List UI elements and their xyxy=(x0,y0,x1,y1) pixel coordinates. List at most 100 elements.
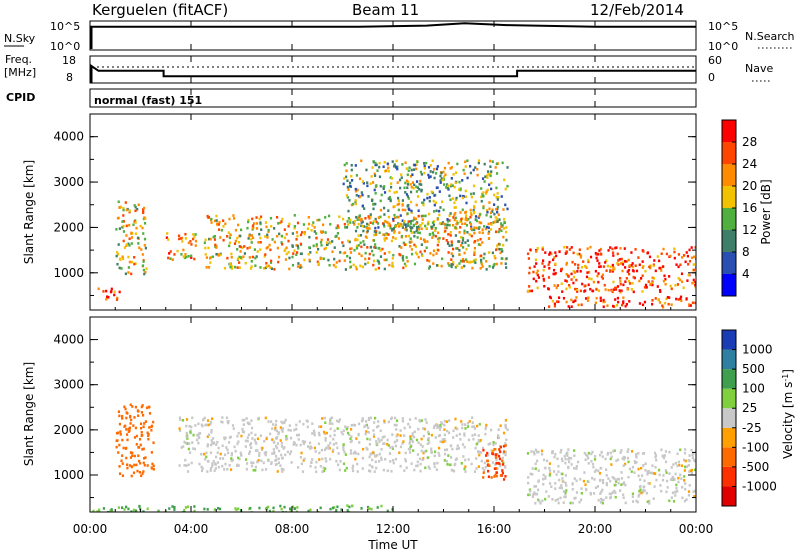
heatmap-cell xyxy=(323,432,326,436)
heatmap-cell xyxy=(207,216,211,219)
heatmap-cell xyxy=(413,183,416,187)
heatmap-cell xyxy=(658,301,662,304)
station-title: Kerguelen (fitACF) xyxy=(92,1,228,19)
heatmap-cell xyxy=(205,455,208,459)
heatmap-cell xyxy=(446,218,449,221)
heatmap-cell xyxy=(545,490,548,493)
heatmap-cell xyxy=(189,430,192,434)
heatmap-cell xyxy=(410,438,413,442)
heatmap-cell xyxy=(475,442,478,446)
heatmap-cell xyxy=(258,506,261,510)
heatmap-cell xyxy=(218,228,221,231)
heatmap-cell xyxy=(311,458,314,461)
heatmap-cell xyxy=(536,247,539,250)
heatmap-cell xyxy=(561,290,564,293)
heatmap-cell xyxy=(653,259,656,262)
heatmap-cell xyxy=(187,241,190,245)
heatmap-cell xyxy=(448,419,451,422)
heatmap-cell xyxy=(255,216,258,219)
heatmap-cell xyxy=(307,252,310,256)
heatmap-cell xyxy=(256,250,259,253)
heatmap-cell xyxy=(246,226,249,230)
heatmap-cell xyxy=(317,442,321,446)
heatmap-cell xyxy=(354,229,358,233)
heatmap-cell xyxy=(554,272,557,275)
heatmap-cell xyxy=(134,221,137,224)
heatmap-cell xyxy=(224,222,227,226)
heatmap-cell xyxy=(591,462,595,466)
heatmap-cell xyxy=(398,231,401,234)
heatmap-cell xyxy=(209,443,213,447)
heatmap-cell xyxy=(615,480,618,483)
heatmap-cell xyxy=(467,458,470,461)
heatmap-cell xyxy=(496,220,499,223)
heatmap-cell xyxy=(496,454,499,457)
heatmap-cell xyxy=(266,236,269,239)
heatmap-cell xyxy=(409,437,412,441)
heatmap-cell xyxy=(498,448,501,451)
heatmap-cell xyxy=(210,430,213,434)
colorbar-segment xyxy=(722,208,736,230)
heatmap-cell xyxy=(371,222,375,225)
heatmap-cell xyxy=(421,445,424,448)
heatmap-cell xyxy=(454,426,457,430)
heatmap-cell xyxy=(364,420,368,423)
heatmap-cell xyxy=(617,481,620,485)
heatmap-cell xyxy=(190,461,193,465)
heatmap-cell xyxy=(458,432,461,436)
heatmap-cell xyxy=(580,487,583,490)
heatmap-cell xyxy=(469,223,473,226)
heatmap-cell xyxy=(208,237,211,241)
heatmap-cell xyxy=(284,453,287,457)
heatmap-cell xyxy=(544,466,547,470)
heatmap-cell xyxy=(691,453,694,457)
heatmap-cell xyxy=(494,166,497,169)
heatmap-cell xyxy=(250,259,253,263)
heatmap-cell xyxy=(291,244,294,247)
heatmap-cell xyxy=(428,441,431,444)
heatmap-cell xyxy=(295,231,299,234)
heatmap-cell xyxy=(345,427,348,431)
heatmap-cell xyxy=(288,424,291,427)
heatmap-cell xyxy=(561,459,564,463)
heatmap-cell xyxy=(139,422,143,426)
heatmap-cell xyxy=(209,467,213,470)
heatmap-cell xyxy=(382,233,385,237)
heatmap-cell xyxy=(427,165,431,169)
heatmap-cell xyxy=(338,468,342,472)
heatmap-cell xyxy=(579,289,582,293)
heatmap-cell xyxy=(246,439,249,443)
heatmap-cell xyxy=(182,255,185,258)
heatmap-cell xyxy=(498,457,502,461)
heatmap-cell xyxy=(211,463,214,466)
heatmap-cell xyxy=(611,476,614,479)
heatmap-cell xyxy=(343,177,346,180)
heatmap-cell xyxy=(322,466,325,470)
heatmap-cell xyxy=(236,266,239,269)
heatmap-cell xyxy=(675,263,678,266)
heatmap-cell xyxy=(664,277,667,281)
heatmap-cell xyxy=(438,222,442,225)
power-heatmap xyxy=(97,159,696,309)
heatmap-cell xyxy=(555,286,558,290)
heatmap-cell xyxy=(125,446,128,450)
heatmap-cell xyxy=(558,478,561,482)
heatmap-cell xyxy=(395,419,399,423)
heatmap-cell xyxy=(120,459,123,463)
heatmap-cell xyxy=(599,466,603,470)
heatmap-cell xyxy=(379,184,382,188)
heatmap-cell xyxy=(498,218,501,221)
heatmap-cell xyxy=(306,227,310,230)
heatmap-cell xyxy=(182,445,185,448)
heatmap-cell xyxy=(418,187,421,191)
heatmap-cell xyxy=(454,226,457,229)
heatmap-cell xyxy=(676,464,679,468)
colorbar-tick-label: -100 xyxy=(742,440,769,454)
heatmap-cell xyxy=(462,455,465,458)
heatmap-cell xyxy=(351,504,354,508)
heatmap-cell xyxy=(409,225,412,229)
heatmap-cell xyxy=(150,466,153,469)
heatmap-cell xyxy=(297,438,300,441)
heatmap-cell xyxy=(341,432,344,436)
